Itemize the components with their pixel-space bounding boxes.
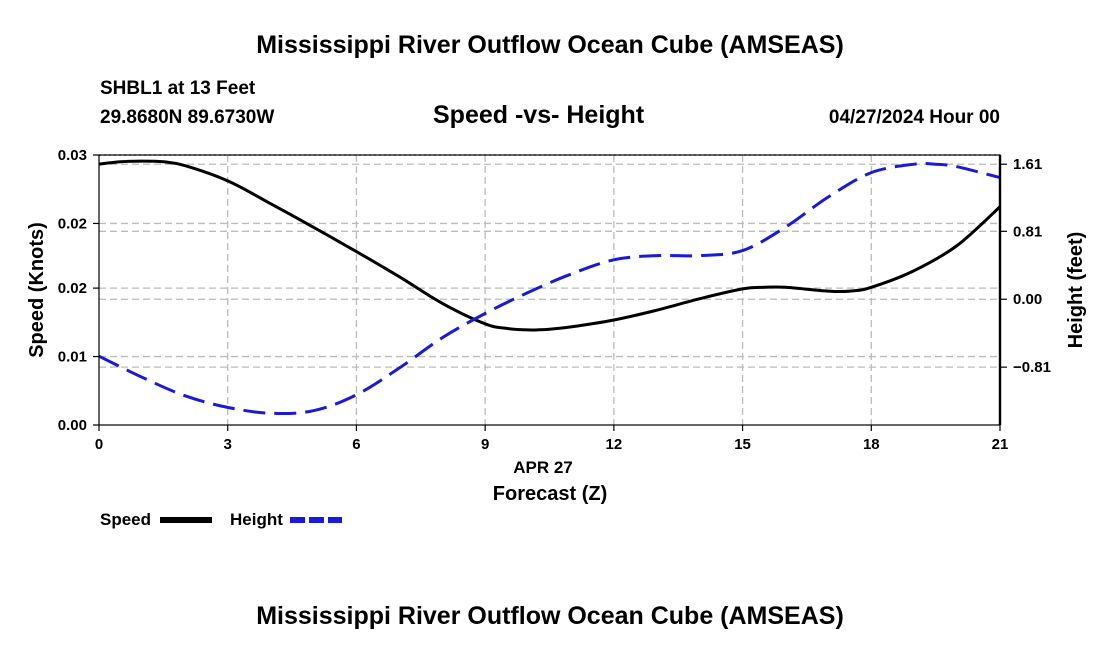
x-tick-label: 6 [352,436,360,453]
x-tick-label: 12 [606,436,623,453]
y2-tick-label: 1.61 [1013,156,1042,173]
y2-tick-label: −0.81 [1013,359,1051,376]
x-axis-label: Forecast (Z) [493,483,607,505]
forecast-datetime: 04/27/2024 Hour 00 [828,107,1000,128]
grid-lines [99,155,1000,425]
y-tick-label: 0.02 [58,215,87,232]
speed-height-chart: 0 3 6 9 12 15 18 21 0.00 0.01 0.02 0.02 0.03 −0.81 0.0… [26,147,1087,529]
station-name: SHBL1 at 13 Feet [100,78,256,99]
y2-tick-label: 0.00 [1013,291,1042,308]
legend: Speed Height [100,510,342,529]
chart-title: Speed -vs- Height [433,101,645,129]
x-axis-date: APR 27 [513,458,573,477]
y2-axis-label: Height (feet) [1065,232,1087,349]
axis-ticks: 0 3 6 9 12 15 18 21 0.00 0.01 0.02 0.02 0.03 −0.81 0.0… [58,147,1051,453]
y-tick-label: 0.03 [58,147,87,164]
x-tick-label: 3 [224,436,232,453]
x-tick-label: 15 [734,436,751,453]
y-tick-label: 0.01 [58,349,87,366]
station-coords: 29.8680N 89.6730W [100,107,275,128]
main-title: Mississippi River Outflow Ocean Cube (AM… [256,31,844,59]
x-tick-label: 21 [992,436,1009,453]
x-tick-label: 18 [863,436,880,453]
y2-tick-label: 0.81 [1013,223,1042,240]
x-tick-label: 9 [481,436,489,453]
height-series-line [98,161,1001,416]
y-tick-label: 0.00 [58,417,87,434]
speed-series-line [98,159,1002,332]
x-tick-label: 0 [95,436,103,453]
series-lines [98,159,1002,416]
y-tick-label: 0.02 [58,280,87,297]
legend-label-height: Height [230,510,283,529]
footer-title: Mississippi River Outflow Ocean Cube (AM… [256,602,844,630]
y-axis-label: Speed (Knots) [26,222,48,358]
legend-label-speed: Speed [100,510,151,529]
